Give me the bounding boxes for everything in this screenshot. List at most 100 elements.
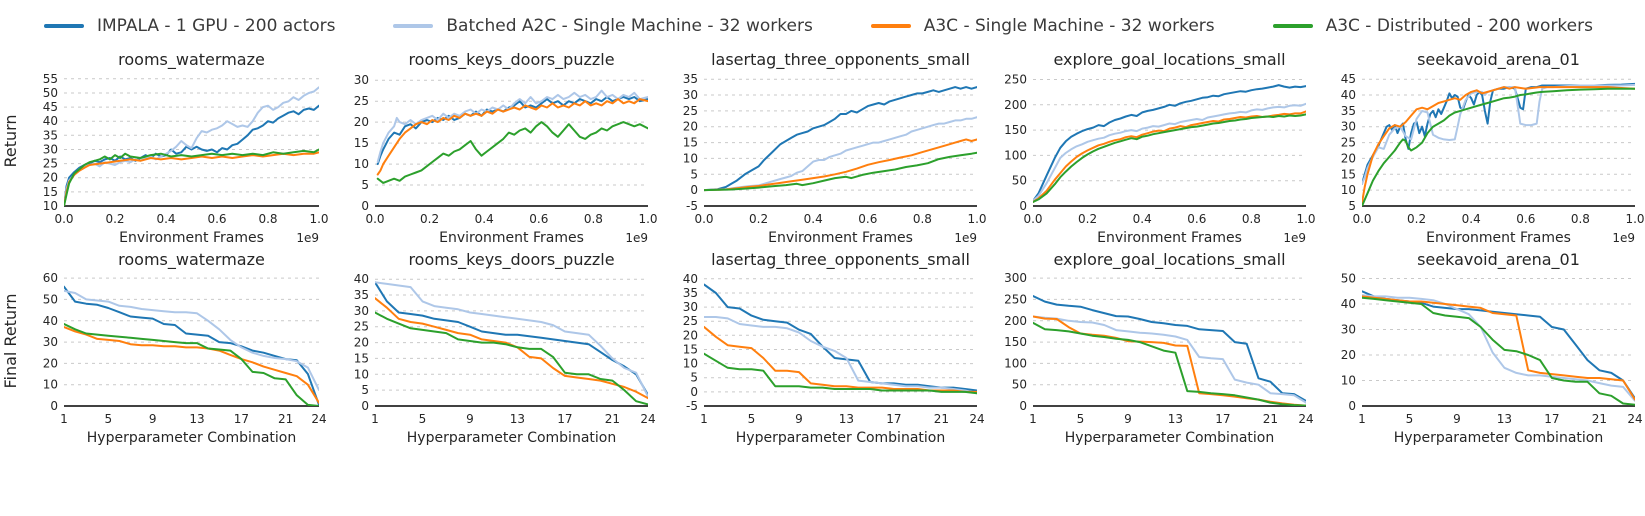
- x-tick-label: 21: [1592, 412, 1607, 426]
- x-tick-label: 13: [189, 412, 204, 426]
- legend-item-impala: IMPALA - 1 GPU - 200 actors: [44, 16, 335, 36]
- chart-title: explore_goal_locations_small: [1053, 50, 1285, 70]
- x-tick-label: 9: [466, 412, 474, 426]
- series-line-2: [64, 151, 319, 206]
- series-line-3: [1033, 113, 1306, 203]
- x-axis-label: Hyperparameter Combination: [1394, 430, 1603, 446]
- y-tick-label: 50: [1012, 378, 1027, 392]
- y-tick-label: 150: [1004, 123, 1027, 137]
- y-tick-label: 20: [683, 120, 698, 134]
- y-tick-label: 5: [690, 167, 698, 181]
- y-tick-label: 50: [43, 292, 58, 306]
- y-tick-label: 5: [690, 371, 698, 385]
- chart-title: lasertag_three_opponents_small: [711, 50, 970, 70]
- chart-canvas: 0 10 20 30 40 50 60 1 5 9 13 17 21 24 rooms_watermaze H…: [1, 250, 327, 446]
- series-line-3: [1362, 87, 1635, 206]
- y-tick-label: 20: [43, 171, 58, 185]
- x-tick-label: 0.4: [156, 212, 175, 226]
- chart-title: seekavoid_arena_01: [1417, 50, 1580, 70]
- x-tick-label: 1.0: [638, 212, 657, 226]
- y-tick-label: 5: [361, 178, 369, 192]
- y-tick-label: 10: [683, 151, 698, 165]
- y-tick-label: 0: [50, 399, 58, 413]
- x-tick-label: 0.2: [1078, 212, 1097, 226]
- x-tick-label: 0.2: [749, 212, 768, 226]
- x-tick-label: 21: [934, 412, 949, 426]
- y-tick-label: 15: [1341, 167, 1356, 181]
- series-line-1: [64, 86, 319, 206]
- x-tick-label: 13: [1168, 412, 1183, 426]
- y-tick-label: 0: [1348, 399, 1356, 413]
- x-tick-label: 0.8: [1242, 212, 1261, 226]
- x-tick-label: 9: [1453, 412, 1461, 426]
- y-tick-label: 20: [1341, 151, 1356, 165]
- y-tick-label: 200: [1004, 314, 1027, 328]
- x-tick-label: 24: [969, 412, 984, 426]
- x-tick-label: 17: [557, 412, 572, 426]
- x-axis-offset-label: 1e9: [954, 231, 977, 245]
- y-tick-label: 15: [354, 351, 369, 365]
- series-line-3: [376, 121, 648, 184]
- y-tick-label: 55: [43, 72, 58, 86]
- chart-explore_goal_locations_small-learning-curve: 0 50 100 150 200 250 0.0 0.2 0.4 0.6 0.8 1.0 explore…: [987, 50, 1316, 250]
- y-tick-label: 40: [354, 272, 369, 286]
- series-line-3: [704, 352, 977, 395]
- y-tick-label: 40: [1341, 297, 1356, 311]
- series-line-1: [376, 89, 648, 163]
- x-tick-label: 0.6: [529, 212, 548, 226]
- series-line-2: [376, 98, 648, 176]
- legend-item-batched-a2c: Batched A2C - Single Machine - 32 worker…: [393, 16, 813, 36]
- x-tick-label: 9: [795, 412, 803, 426]
- y-tick-label: 35: [683, 72, 698, 86]
- y-axis-label: Return: [1, 114, 20, 167]
- x-tick-label: 0.4: [475, 212, 494, 226]
- series-line-1: [1033, 102, 1306, 202]
- x-tick-label: 17: [1544, 412, 1559, 426]
- y-tick-label: 20: [354, 115, 369, 129]
- y-tick-label: 5: [1348, 199, 1356, 213]
- x-tick-label: 24: [311, 412, 326, 426]
- x-tick-label: 0.2: [420, 212, 439, 226]
- y-tick-label: 40: [683, 272, 698, 286]
- x-tick-label: 24: [1627, 412, 1642, 426]
- chart-canvas: 0 50 100 150 200 250 0.0 0.2 0.4 0.6 0.8 1.0 explore…: [1004, 50, 1315, 246]
- chart-seekavoid_arena_01-final-return: 0 10 20 30 40 50 1 5 9 13 17 21 24 seekavoid_arena_01…: [1316, 250, 1645, 462]
- series-line-1: [704, 316, 977, 395]
- y-tick-label: 0: [690, 183, 698, 197]
- legend-label-batched-a2c: Batched A2C - Single Machine - 32 worker…: [446, 16, 813, 36]
- y-tick-label: 25: [43, 157, 58, 171]
- x-axis-offset-label: 1e9: [1283, 231, 1306, 245]
- x-tick-label: 21: [605, 412, 620, 426]
- legend-label-a3c-single: A3C - Single Machine - 32 workers: [923, 16, 1215, 36]
- y-tick-label: 45: [1341, 72, 1356, 86]
- y-tick-label: 45: [43, 100, 58, 114]
- x-tick-label: 24: [640, 412, 655, 426]
- chart-title: rooms_watermaze: [118, 250, 265, 270]
- impala-results-figure: IMPALA - 1 GPU - 200 actors Batched A2C …: [0, 2, 1645, 462]
- chart-canvas: 0 10 20 30 40 50 1 5 9 13 17 21 24 seekavoid_arena_01…: [1341, 250, 1643, 446]
- y-tick-label: 300: [1004, 271, 1027, 285]
- legend-item-a3c-distributed: A3C - Distributed - 200 workers: [1272, 16, 1593, 36]
- y-tick-label: 20: [43, 356, 58, 370]
- chart-canvas: 0 5 10 15 20 25 30 0.0 0.2 0.4 0.6 0.8 1.0 rooms_keys…: [354, 50, 658, 246]
- y-tick-label: 10: [1341, 183, 1356, 197]
- x-axis-label: Hyperparameter Combination: [407, 430, 616, 446]
- chart-title: lasertag_three_opponents_small: [711, 250, 970, 270]
- y-tick-label: 25: [354, 94, 369, 108]
- y-tick-label: 10: [1341, 374, 1356, 388]
- series-line-0: [1033, 295, 1306, 402]
- figure-legend: IMPALA - 1 GPU - 200 actors Batched A2C …: [0, 2, 1645, 50]
- x-tick-label: 1: [1029, 412, 1037, 426]
- final-return-row: 0 10 20 30 40 50 60 1 5 9 13 17 21 24 rooms_watermaze H…: [0, 250, 1645, 462]
- y-tick-label: 30: [354, 73, 369, 87]
- y-tick-label: 200: [1004, 98, 1027, 112]
- x-tick-label: 0.2: [1407, 212, 1426, 226]
- chart-rooms_keys_doors_puzzle-learning-curve: 0 5 10 15 20 25 30 0.0 0.2 0.4 0.6 0.8 1.0 rooms_keys…: [329, 50, 658, 250]
- series-line-0: [1033, 84, 1306, 202]
- x-tick-label: 1: [1358, 412, 1366, 426]
- chart-title: rooms_watermaze: [118, 50, 265, 70]
- series-line-0: [376, 96, 648, 166]
- x-tick-label: 0.4: [1133, 212, 1152, 226]
- legend-label-a3c-distributed: A3C - Distributed - 200 workers: [1325, 16, 1593, 36]
